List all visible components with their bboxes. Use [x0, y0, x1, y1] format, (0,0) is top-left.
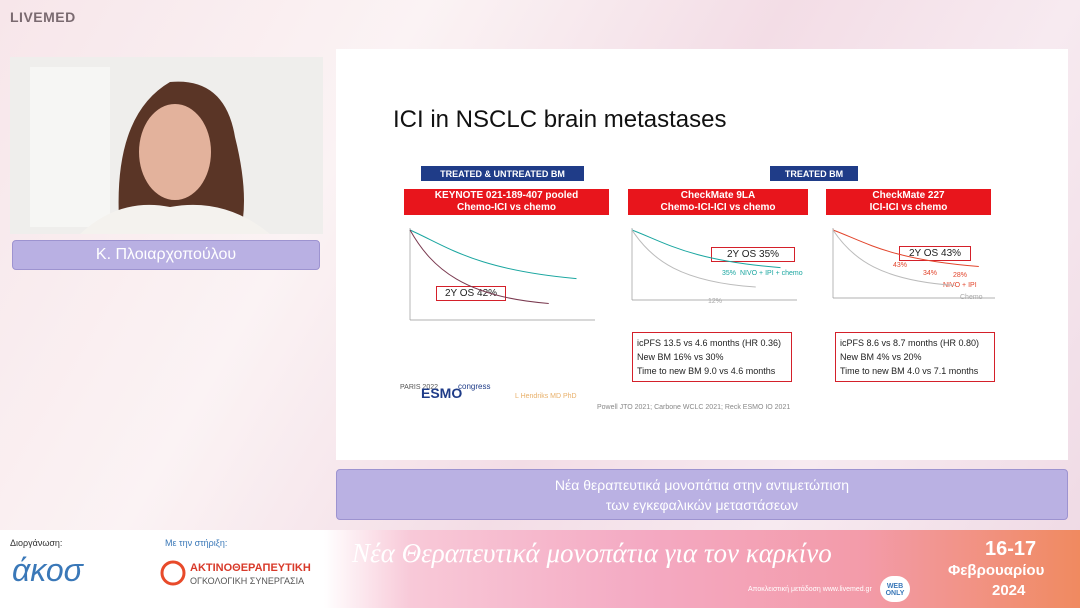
banner: Νέα Θεραπευτικά μονοπάτια για τον καρκίν… [352, 538, 832, 568]
broadcast: Αποκλειστική μετάδοση www.livemed.gr [748, 586, 872, 593]
author: L Hendriks MD PhD [515, 393, 577, 400]
slide-title: ICI in NSCLC brain metastases [393, 106, 727, 133]
note-line: Time to new BM 4.0 vs 7.1 months [840, 366, 979, 376]
face [139, 104, 211, 200]
curve [409, 229, 549, 304]
panel-title-line: Chemo-ICI-ICI vs chemo [660, 202, 776, 213]
organizer-label: Διοργάνωση: [10, 538, 63, 548]
note-line: Time to new BM 9.0 vs 4.6 months [637, 366, 776, 376]
congress-brand: ESMO [421, 385, 463, 401]
km-charts [409, 228, 995, 321]
speaker-video [10, 57, 323, 234]
caption: Νέα θεραπευτικά μονοπάτια στην αντιμετώπ… [336, 469, 1068, 520]
references: Powell JTO 2021; Carbone WCLC 2021; Reck… [597, 404, 791, 411]
panel-title-line: KEYNOTE 021-189-407 pooled [434, 190, 579, 201]
callout: 2Y OS 43% [899, 246, 971, 261]
congress-city: PARIS 2022 [400, 384, 439, 391]
note-line: icPFS 13.5 vs 4.6 months (HR 0.36) [637, 338, 782, 348]
shirt [80, 204, 270, 234]
panel-title-line: ICI-ICI vs chemo [869, 202, 948, 213]
curve-label: 34% [923, 270, 938, 277]
note-line: icPFS 8.6 vs 8.7 months (HR 0.80) [840, 338, 980, 348]
panel-title-line: CheckMate 227 [872, 190, 945, 201]
group-label: TREATED & UNTREATED BM [421, 166, 584, 181]
curve-label: 43% [893, 262, 908, 269]
support-label: Με την στήριξη: [165, 538, 228, 548]
notes-box: icPFS 8.6 vs 8.7 months (HR 0.80) New BM … [835, 332, 995, 382]
note-line: New BM 16% vs 30% [637, 352, 724, 362]
date-month: Φεβρουαρίου [948, 562, 1045, 579]
curve [631, 229, 756, 288]
panel-title: CheckMate 227 ICI-ICI vs chemo [826, 189, 991, 215]
speaker-figure [10, 57, 323, 234]
curve [409, 229, 577, 280]
panel-title-line: CheckMate 9LA [680, 190, 756, 201]
caption-line: των εγκεφαλικών μεταστάσεων [605, 497, 799, 513]
footer: Διοργάνωση: άκοσ Με την στήριξη: ΑΚΤΙΝΟΘ… [0, 530, 1080, 608]
organizer: άκοσ [12, 552, 83, 588]
curve-label: NIVO + IPI + chemo [740, 270, 803, 277]
curve-label: NIVO + IPI [943, 282, 977, 289]
window-light [30, 67, 110, 227]
note-line: New BM 4% vs 20% [840, 352, 922, 362]
callout: 2Y OS 35% [711, 247, 795, 262]
date-days: 16-17 [985, 538, 1037, 560]
congress-word: congress [458, 382, 491, 391]
curve [832, 229, 955, 286]
group-label: TREATED BM [770, 166, 858, 181]
curve-label: Chemo [960, 294, 983, 301]
notes-box: icPFS 13.5 vs 4.6 months (HR 0.36) New BM… [632, 332, 792, 382]
logo: LIVEMED [10, 9, 76, 25]
curve [832, 229, 979, 267]
curve-label: 35% [722, 270, 737, 277]
panel-title: CheckMate 9LA Chemo-ICI-ICI vs chemo [628, 189, 808, 215]
support-line: ΟΓΚΟΛΟΓΙΚΗ ΣΥΝΕΡΓΑΣΙΑ [190, 576, 305, 586]
panel-title: KEYNOTE 021-189-407 pooled Chemo-ICI vs c… [404, 189, 609, 215]
curve-label: 12% [708, 298, 723, 305]
curve [631, 229, 781, 269]
speaker-name: Κ. Πλοιαρχοπούλου [12, 240, 320, 270]
caption-line: Νέα θεραπευτικά μονοπάτια στην αντιμετώπ… [554, 477, 850, 493]
web-badge: WEB ONLY [880, 576, 910, 602]
date-year: 2024 [992, 582, 1026, 599]
support-line: ΑΚΤΙΝΟΘΕΡΑΠΕΥΤΙΚΗ [190, 562, 311, 574]
panel-title-line: Chemo-ICI vs chemo [457, 202, 556, 213]
curve-label: 28% [953, 272, 968, 279]
icon-ring [160, 560, 186, 586]
support-icon [160, 560, 186, 586]
